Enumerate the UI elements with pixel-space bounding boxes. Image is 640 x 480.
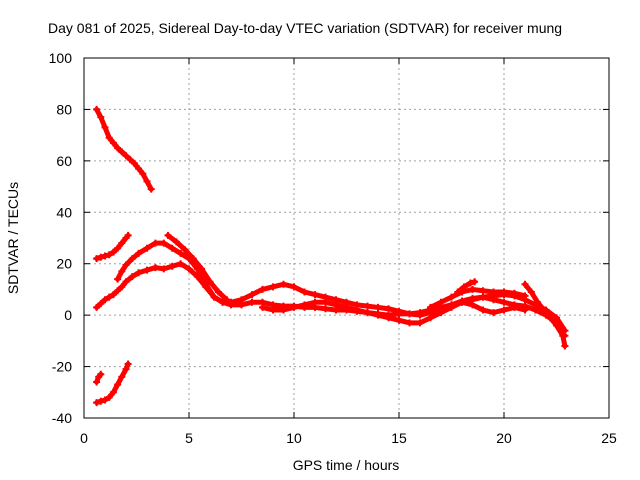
- y-tick-label: -20: [52, 359, 72, 375]
- x-axis-label: GPS time / hours: [293, 457, 400, 473]
- grid: [84, 58, 609, 418]
- series-track-5: [164, 231, 231, 304]
- y-tick-label: 20: [56, 256, 72, 272]
- track-segment: [194, 266, 209, 287]
- series-track-8: [454, 278, 479, 296]
- y-tick-label: 40: [56, 204, 72, 220]
- chart-title: Day 081 of 2025, Sidereal Day-to-day VTE…: [48, 20, 562, 36]
- x-tick-label: 0: [80, 430, 88, 446]
- data-point: [561, 342, 569, 350]
- axis-ticks: [83, 57, 610, 419]
- x-tick-label: 15: [391, 430, 407, 446]
- data-point: [147, 185, 155, 193]
- data-point: [471, 278, 479, 286]
- data-point: [97, 370, 105, 378]
- series-track-11: [93, 370, 105, 386]
- track-segment: [554, 315, 568, 334]
- y-tick-label: 0: [64, 307, 72, 323]
- x-tick-label: 25: [601, 430, 617, 446]
- track-segment: [203, 281, 217, 300]
- track-segment: [215, 289, 230, 303]
- y-axis-label: SDTVAR / TECUs: [5, 182, 21, 294]
- data-point: [521, 292, 529, 300]
- y-tick-label: -40: [52, 410, 72, 426]
- series-track-2: [93, 231, 132, 263]
- data-points: [93, 105, 569, 407]
- y-tick-label: 80: [56, 101, 72, 117]
- x-tick-label: 10: [286, 430, 302, 446]
- series-track-1: [93, 105, 155, 193]
- data-point: [521, 306, 529, 314]
- series-track-10: [93, 360, 132, 407]
- series-track-4: [114, 239, 569, 340]
- data-point: [124, 360, 132, 368]
- x-tick-label: 20: [496, 430, 512, 446]
- x-tick-label: 5: [185, 430, 193, 446]
- y-tick-label: 60: [56, 153, 72, 169]
- plot-frame: [83, 57, 610, 419]
- series-track-6: [259, 298, 529, 327]
- tick-labels: 0 5 10 15 20 25 -40 -20 0 20 40 60 80 100: [49, 50, 617, 446]
- series-track-9: [521, 280, 569, 350]
- series-track-7: [427, 285, 529, 311]
- data-point: [124, 231, 132, 239]
- data-point: [223, 296, 231, 304]
- y-tick-label: 100: [49, 50, 73, 66]
- track-segment: [199, 266, 213, 285]
